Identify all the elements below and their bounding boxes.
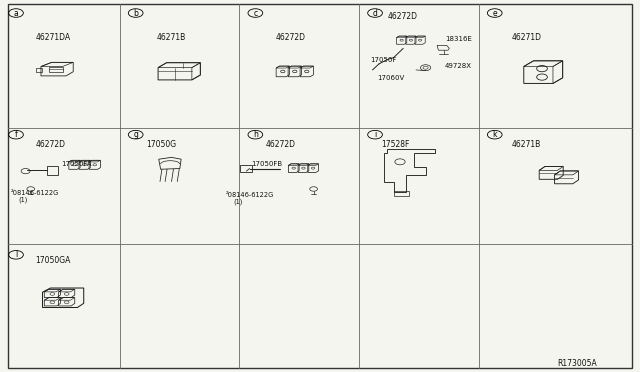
Text: d: d [372, 9, 378, 17]
Text: 46272D: 46272D [275, 33, 305, 42]
Text: 17060V: 17060V [378, 75, 405, 81]
Text: 46272D: 46272D [266, 140, 296, 149]
Text: l: l [15, 250, 17, 259]
Text: b: b [133, 9, 138, 17]
Bar [394, 191, 409, 196]
Bar [240, 165, 252, 172]
Text: 17050F: 17050F [370, 57, 396, 62]
Text: 46271DA: 46271DA [35, 33, 70, 42]
Text: 17050FA: 17050FA [61, 161, 92, 167]
Text: 46272D: 46272D [387, 12, 417, 21]
Text: 17050G: 17050G [146, 140, 176, 149]
Text: g: g [133, 130, 138, 139]
Bar [36, 68, 42, 72]
Text: R173005A: R173005A [557, 359, 596, 368]
Bar [49, 67, 63, 72]
Text: i: i [374, 130, 376, 139]
Text: 46271D: 46271D [512, 33, 542, 42]
Text: 49728X: 49728X [445, 63, 472, 69]
Text: (1): (1) [234, 198, 243, 205]
Text: (1): (1) [18, 197, 28, 203]
Text: 46271B: 46271B [512, 140, 541, 149]
Text: 46272D: 46272D [35, 140, 65, 149]
Text: c: c [253, 9, 257, 17]
Text: 17050GA: 17050GA [35, 256, 70, 265]
Text: k: k [492, 130, 497, 139]
Text: ²08146-6122G: ²08146-6122G [226, 192, 274, 198]
Text: 17050FB: 17050FB [251, 161, 282, 167]
Text: 18316E: 18316E [445, 36, 472, 42]
Text: h: h [253, 130, 258, 139]
Text: e: e [492, 9, 497, 17]
Text: a: a [13, 9, 19, 17]
Text: f: f [15, 130, 17, 139]
Text: ²08146-6122G: ²08146-6122G [10, 190, 58, 196]
Text: 17528F: 17528F [381, 140, 409, 149]
Text: 46271B: 46271B [157, 33, 186, 42]
